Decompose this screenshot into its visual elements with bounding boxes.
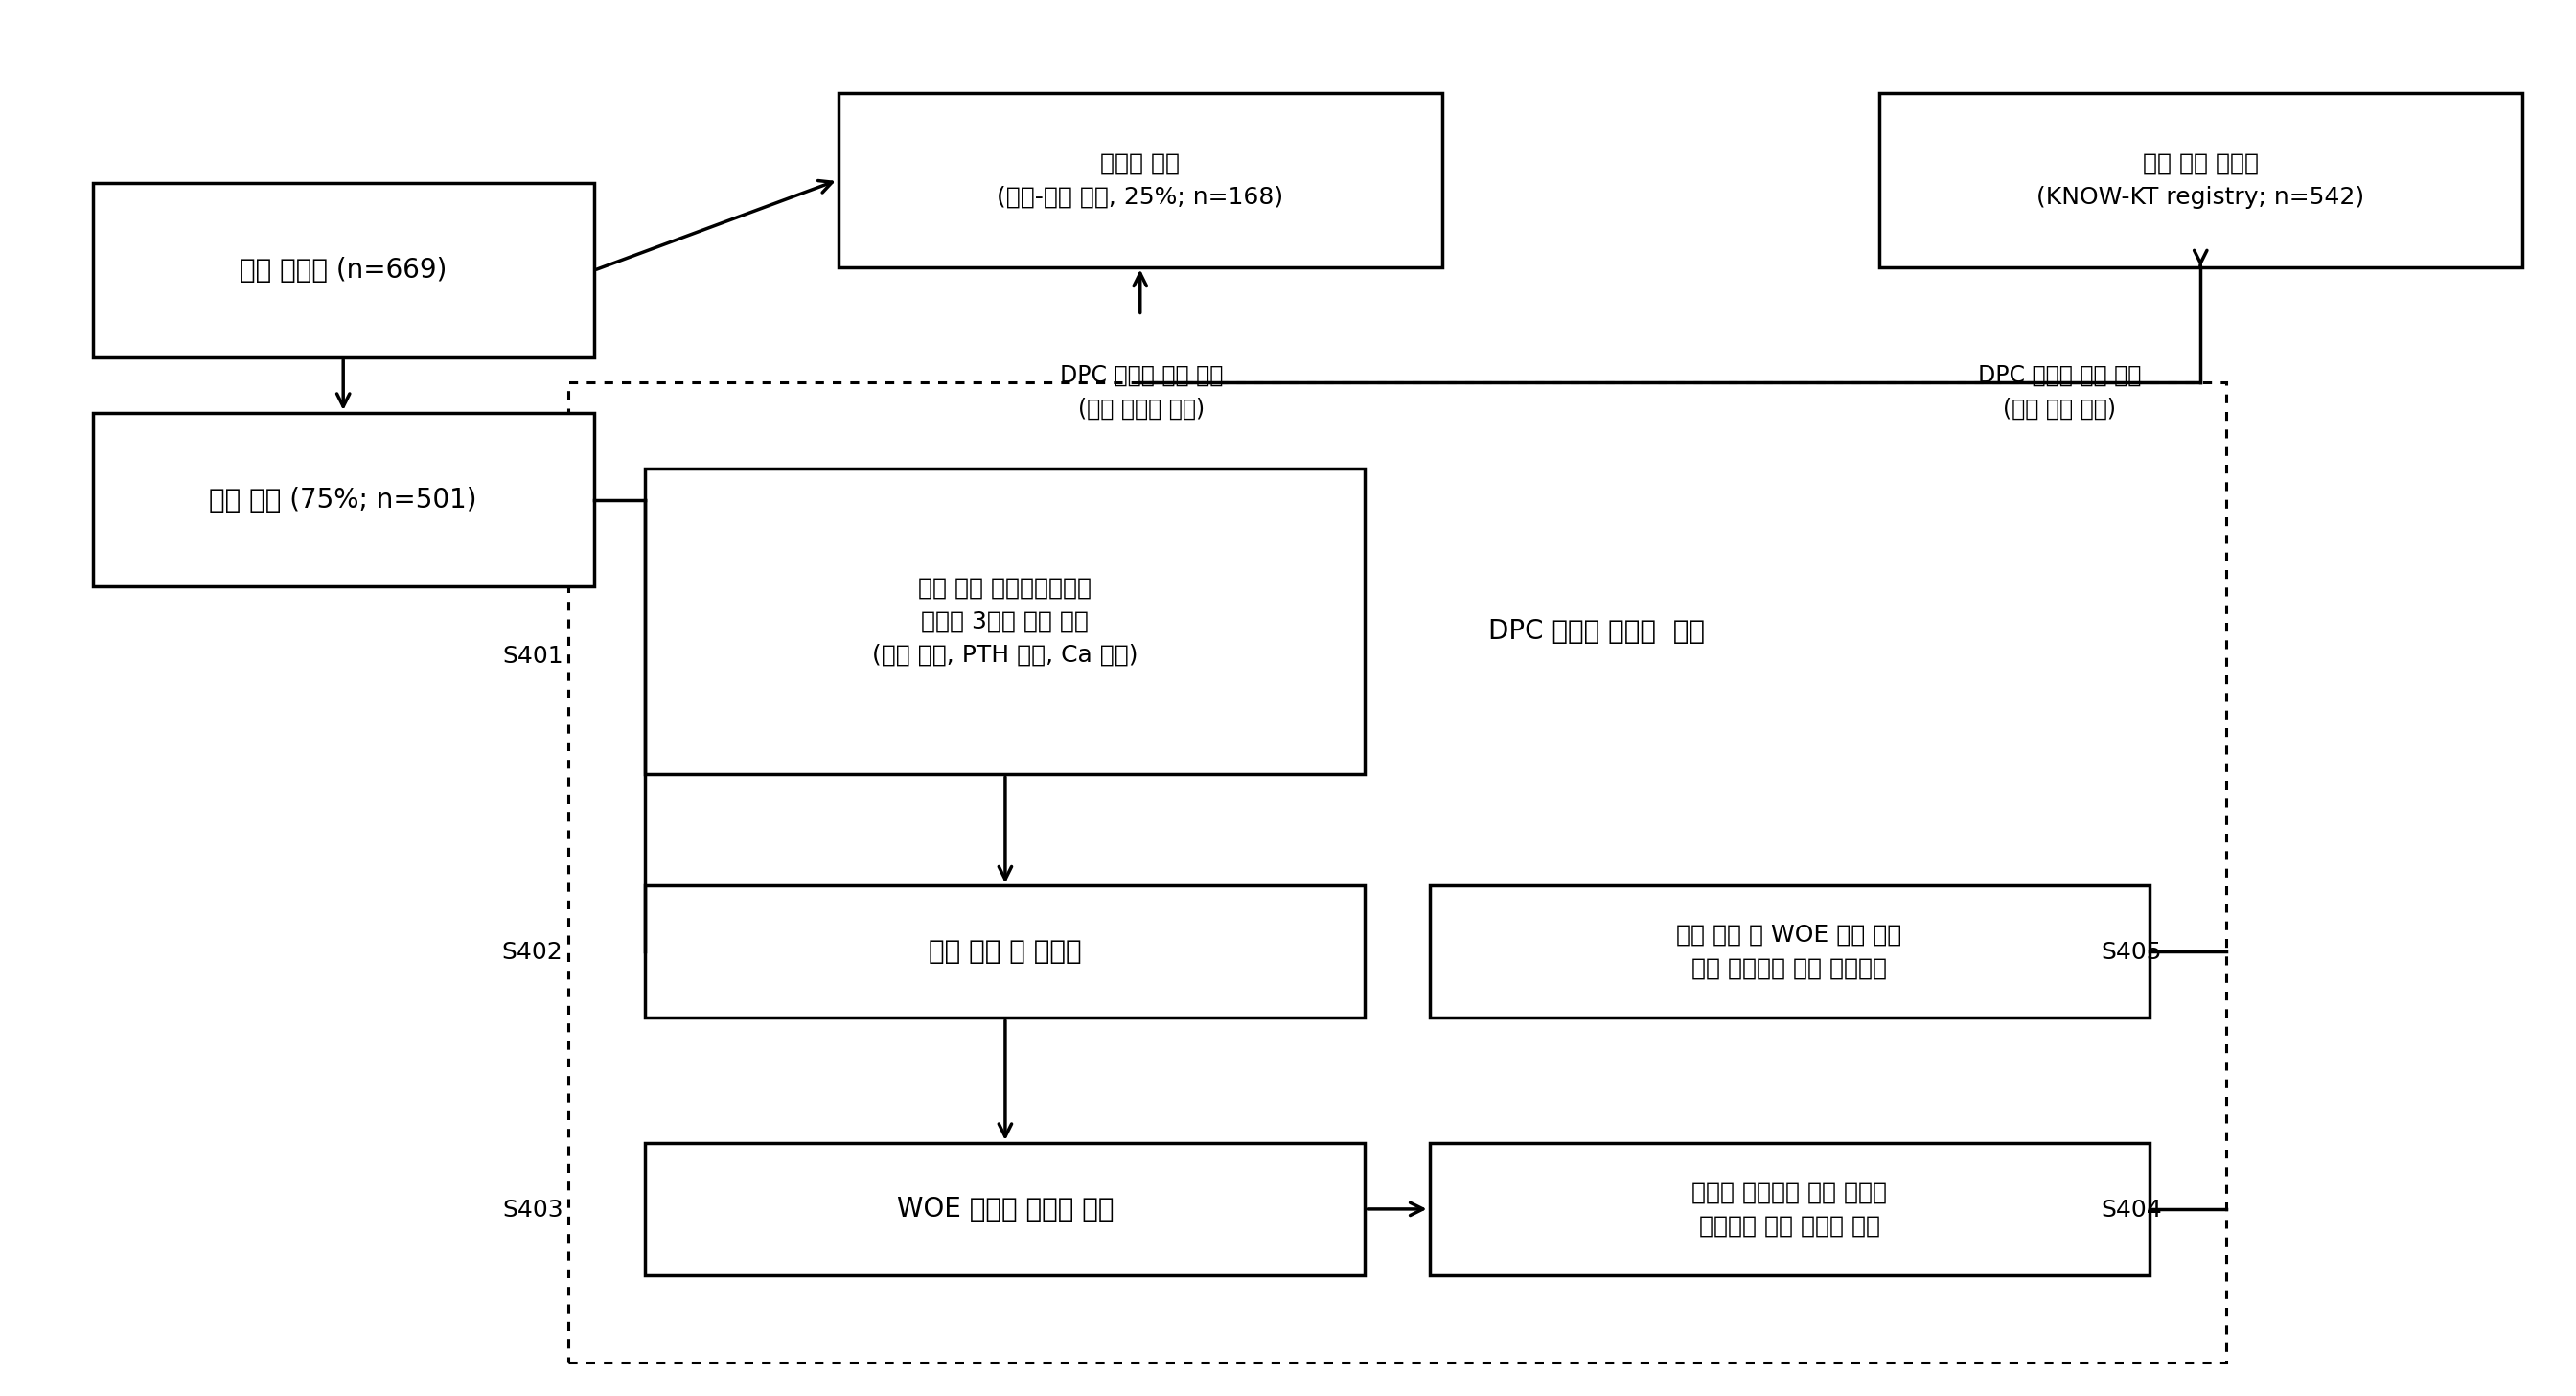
Text: S404: S404: [2102, 1198, 2161, 1222]
Text: 테스트 집합
(홀드-아웃 집합, 25%; n=168): 테스트 집합 (홀드-아웃 집합, 25%; n=168): [997, 152, 1283, 208]
Text: 특성 변수 별 구간화: 특성 변수 별 구간화: [930, 938, 1082, 965]
Text: 훈련 집합 (75%; n=501): 훈련 집합 (75%; n=501): [209, 486, 477, 514]
Text: 머신 러닝 프로세스로부터
선정된 3개의 특성 변수
(투석 기간, PTH 농도, Ca 농도): 머신 러닝 프로세스로부터 선정된 3개의 특성 변수 (투석 기간, PTH …: [873, 577, 1139, 667]
FancyBboxPatch shape: [1880, 94, 2522, 267]
Text: 외부 검증 코호트
(KNOW-KT registry; n=542): 외부 검증 코호트 (KNOW-KT registry; n=542): [2038, 152, 2365, 208]
FancyBboxPatch shape: [647, 469, 1365, 775]
Text: S403: S403: [502, 1198, 564, 1222]
FancyBboxPatch shape: [93, 413, 595, 586]
FancyBboxPatch shape: [93, 183, 595, 357]
Text: S402: S402: [502, 941, 564, 965]
Text: S405: S405: [2102, 941, 2161, 965]
Text: WOE 값들로 데이터 변환: WOE 값들로 데이터 변환: [896, 1195, 1113, 1223]
FancyBboxPatch shape: [837, 94, 1443, 267]
Text: DPC 스코어 시스템  발달: DPC 스코어 시스템 발달: [1489, 618, 1705, 645]
FancyBboxPatch shape: [647, 1143, 1365, 1275]
Text: DPC 스코어 성능 평가
(외부 검증 집단): DPC 스코어 성능 평가 (외부 검증 집단): [1978, 363, 2141, 420]
FancyBboxPatch shape: [1430, 885, 2148, 1018]
Text: S401: S401: [502, 645, 564, 667]
FancyBboxPatch shape: [1430, 1143, 2148, 1275]
Text: 변환된 데이터를 이용 다변량
로지스틱 회귀 모델에 적용: 변환된 데이터를 이용 다변량 로지스틱 회귀 모델에 적용: [1692, 1181, 1888, 1237]
Text: DPC 스코어 성능 평가
(내부 테스트 집단): DPC 스코어 성능 평가 (내부 테스트 집단): [1059, 363, 1224, 420]
Text: 회귀 계수 및 WOE 이용 정수
기반 스코어로 모델 스케일링: 회귀 계수 및 WOE 이용 정수 기반 스코어로 모델 스케일링: [1677, 923, 1901, 980]
FancyBboxPatch shape: [647, 885, 1365, 1018]
Text: 파생 코호트 (n=669): 파생 코호트 (n=669): [240, 257, 448, 283]
